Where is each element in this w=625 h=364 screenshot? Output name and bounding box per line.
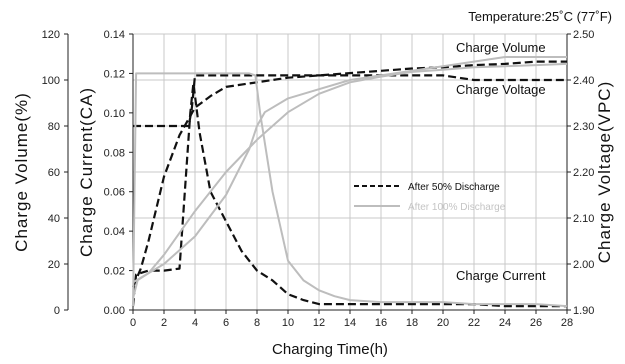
voltage-tick-label: 2.30 — [573, 121, 594, 133]
x-tick-label: 4 — [192, 317, 198, 329]
x-tick-label: 14 — [344, 317, 356, 329]
legend: After 50% Discharge After 100% Discharge — [354, 182, 506, 213]
series-voltage-solid-line — [132, 56, 567, 284]
x-tick-label: 12 — [313, 317, 325, 329]
volume-tick-label: 100 — [42, 75, 60, 87]
volume-axis-title: Charge Volume(%) — [12, 92, 31, 252]
voltage-tick-label: 2.50 — [573, 29, 594, 41]
x-tick-label: 24 — [499, 317, 511, 329]
x-tick-label: 0 — [130, 317, 136, 329]
series-volume-dashed-line — [131, 60, 567, 288]
series-current-solid-line — [132, 72, 568, 308]
x-tick-label: 18 — [406, 317, 418, 329]
current-tick-label: 0.14 — [104, 29, 125, 41]
voltage-tick-label: 1.90 — [573, 305, 594, 317]
current-tick-label: 0.02 — [104, 266, 125, 278]
volume-tick-label: 0 — [54, 305, 60, 317]
x-tick-label: 8 — [254, 317, 260, 329]
x-tick-label: 26 — [530, 317, 542, 329]
series-group — [131, 56, 568, 308]
voltage-tick-label: 2.20 — [573, 167, 594, 179]
current-tick-label: 0.12 — [104, 68, 125, 80]
series-current-dashed-line — [131, 82, 567, 308]
current-tick-label: 0.10 — [104, 108, 125, 120]
x-tick-label: 2 — [161, 317, 167, 329]
current-tick-label: 0.00 — [104, 305, 125, 317]
current-tick-label: 0.06 — [104, 187, 125, 199]
x-tick-label: 10 — [282, 317, 294, 329]
x-tick-label: 28 — [561, 317, 573, 329]
current-tick-label: 0.08 — [104, 147, 125, 159]
legend-label: After 50% Discharge — [408, 182, 500, 193]
volume-tick-label: 60 — [48, 167, 60, 179]
curve-label: Charge Current — [456, 268, 546, 283]
labels-group: Temperature:25˚C (77˚F) Charge Volume Char… — [456, 9, 612, 283]
x-tick-label: 20 — [437, 317, 449, 329]
volume-tick-label: 20 — [48, 259, 60, 271]
series-voltage-dashed-line — [133, 74, 567, 128]
x-tick-label: 22 — [468, 317, 480, 329]
voltage-tick-label: 2.00 — [573, 259, 594, 271]
temperature-note: Temperature:25˚C (77˚F) — [468, 9, 612, 24]
x-tick-label: 16 — [375, 317, 387, 329]
voltage-tick-label: 2.10 — [573, 213, 594, 225]
legend-label: After 100% Discharge — [408, 202, 506, 213]
series-volume-solid-line — [132, 62, 568, 299]
voltage-axis-title: Charge Voltage(VPC) — [595, 81, 614, 263]
volume-tick-label: 120 — [42, 29, 60, 41]
volume-tick-label: 40 — [48, 213, 60, 225]
curve-label: Charge Volume — [456, 40, 546, 55]
x-axis-title: Charging Time(h) — [272, 341, 388, 358]
curve-label: Charge Voltage — [456, 82, 546, 97]
current-axis-title: Charge Current(CA) — [77, 87, 96, 257]
current-tick-label: 0.04 — [104, 226, 125, 238]
volume-tick-label: 80 — [48, 121, 60, 133]
x-tick-label: 6 — [223, 317, 229, 329]
axes: 0 2 4 6 8 10 12 14 16 18 20 22 24 26 28020406080100120… — [12, 29, 614, 358]
voltage-tick-label: 2.40 — [573, 75, 594, 87]
